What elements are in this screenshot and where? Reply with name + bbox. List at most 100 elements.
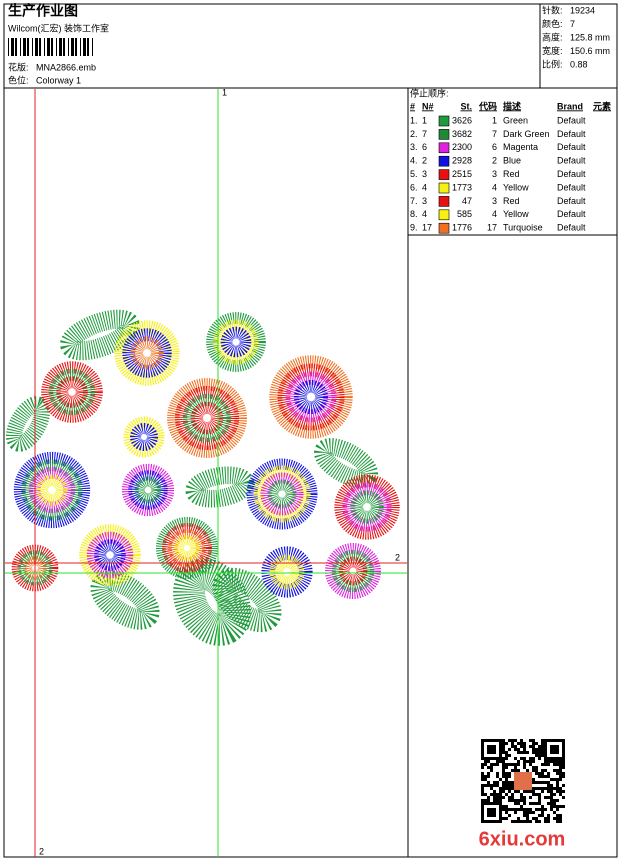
qr-cell — [505, 778, 508, 781]
qr-cell — [535, 751, 538, 754]
cell: Default — [557, 156, 586, 166]
qr-cell — [550, 802, 553, 805]
qr-cell — [493, 799, 496, 802]
qr-cell — [490, 808, 493, 811]
qr-cell — [529, 790, 532, 793]
qr-cell — [499, 793, 502, 796]
qr-cell — [517, 799, 520, 802]
qr-cell — [520, 805, 523, 808]
qr-cell — [505, 784, 508, 787]
qr-cell — [523, 790, 526, 793]
qr-cell — [502, 772, 505, 775]
cell: 3. — [410, 142, 418, 152]
qr-cell — [529, 811, 532, 814]
watermark: 6xiu.com — [479, 828, 566, 850]
qr-cell — [550, 745, 553, 748]
qr-cell — [481, 793, 484, 796]
qr-cell — [496, 784, 499, 787]
qr-cell — [556, 805, 559, 808]
qr-cell — [532, 811, 535, 814]
qr-cell — [520, 820, 523, 823]
qr-cell — [511, 799, 514, 802]
qr-cell — [544, 739, 547, 742]
qr-cell — [553, 817, 556, 820]
qr-cell — [487, 775, 490, 778]
qr-cell — [511, 745, 514, 748]
qr-cell — [550, 760, 553, 763]
qr-cell — [481, 742, 484, 745]
flower-ring — [168, 529, 206, 567]
qr-cell — [547, 814, 550, 817]
qr-cell — [562, 748, 565, 751]
qr-cell — [532, 748, 535, 751]
qr-cell — [529, 808, 532, 811]
qr-cell — [484, 739, 487, 742]
qr-cell — [535, 793, 538, 796]
qr-cell — [505, 811, 508, 814]
qr-cell — [541, 742, 544, 745]
qr-cell — [532, 766, 535, 769]
qr-cell — [532, 751, 535, 754]
qr-cell — [487, 781, 490, 784]
qr-cell — [526, 808, 529, 811]
qr-cell — [496, 760, 499, 763]
qr-cell — [481, 751, 484, 754]
qr-cell — [514, 739, 517, 742]
qr-cell — [499, 787, 502, 790]
qr-cell — [559, 817, 562, 820]
cell: 4 — [492, 209, 497, 219]
cell: 1773 — [452, 182, 472, 192]
column-header: St. — [460, 101, 472, 111]
cell: 2. — [410, 129, 418, 139]
qr-cell — [490, 811, 493, 814]
qr-cell — [529, 820, 532, 823]
leaf — [212, 567, 282, 633]
cell: 6. — [410, 182, 418, 192]
qr-cell — [556, 757, 559, 760]
qr-cell — [496, 796, 499, 799]
qr-cell — [541, 751, 544, 754]
stat-label: 高度: — [542, 31, 563, 42]
qr-cell — [493, 784, 496, 787]
qr-cell — [493, 739, 496, 742]
qr-cell — [523, 766, 526, 769]
qr-cell — [559, 769, 562, 772]
qr-cell — [514, 811, 517, 814]
qr-cell — [505, 751, 508, 754]
qr-cell — [556, 769, 559, 772]
qr-cell — [490, 802, 493, 805]
qr-cell — [547, 790, 550, 793]
qr-cell — [550, 787, 553, 790]
qr-cell — [508, 814, 511, 817]
cell: 585 — [457, 209, 472, 219]
barcode — [8, 38, 93, 56]
qr-cell — [493, 781, 496, 784]
flower-ring — [338, 556, 368, 586]
qr-cell — [544, 763, 547, 766]
color-swatch — [438, 142, 450, 154]
design-label: 花版: — [8, 61, 29, 72]
bar — [51, 38, 53, 56]
leaf — [6, 396, 50, 452]
qr-cell — [544, 796, 547, 799]
qr-cell — [502, 808, 505, 811]
qr-cell — [508, 772, 511, 775]
flower-ring — [56, 376, 88, 408]
qr-cell — [499, 808, 502, 811]
qr-cell — [496, 763, 499, 766]
stat-label: 颜色: — [542, 18, 563, 29]
qr-cell — [502, 796, 505, 799]
qr-cell — [526, 760, 529, 763]
flower-ring — [325, 543, 381, 599]
qr-cell — [529, 796, 532, 799]
qr-cell — [499, 814, 502, 817]
cell: Red — [503, 169, 520, 179]
qr-cell — [562, 784, 565, 787]
stat-value: 19234 — [570, 5, 595, 15]
qr-cell — [520, 799, 523, 802]
qr-cell — [493, 796, 496, 799]
qr-cell — [523, 820, 526, 823]
qr-cell — [514, 802, 517, 805]
qr-cell — [484, 778, 487, 781]
qr-cell — [553, 793, 556, 796]
